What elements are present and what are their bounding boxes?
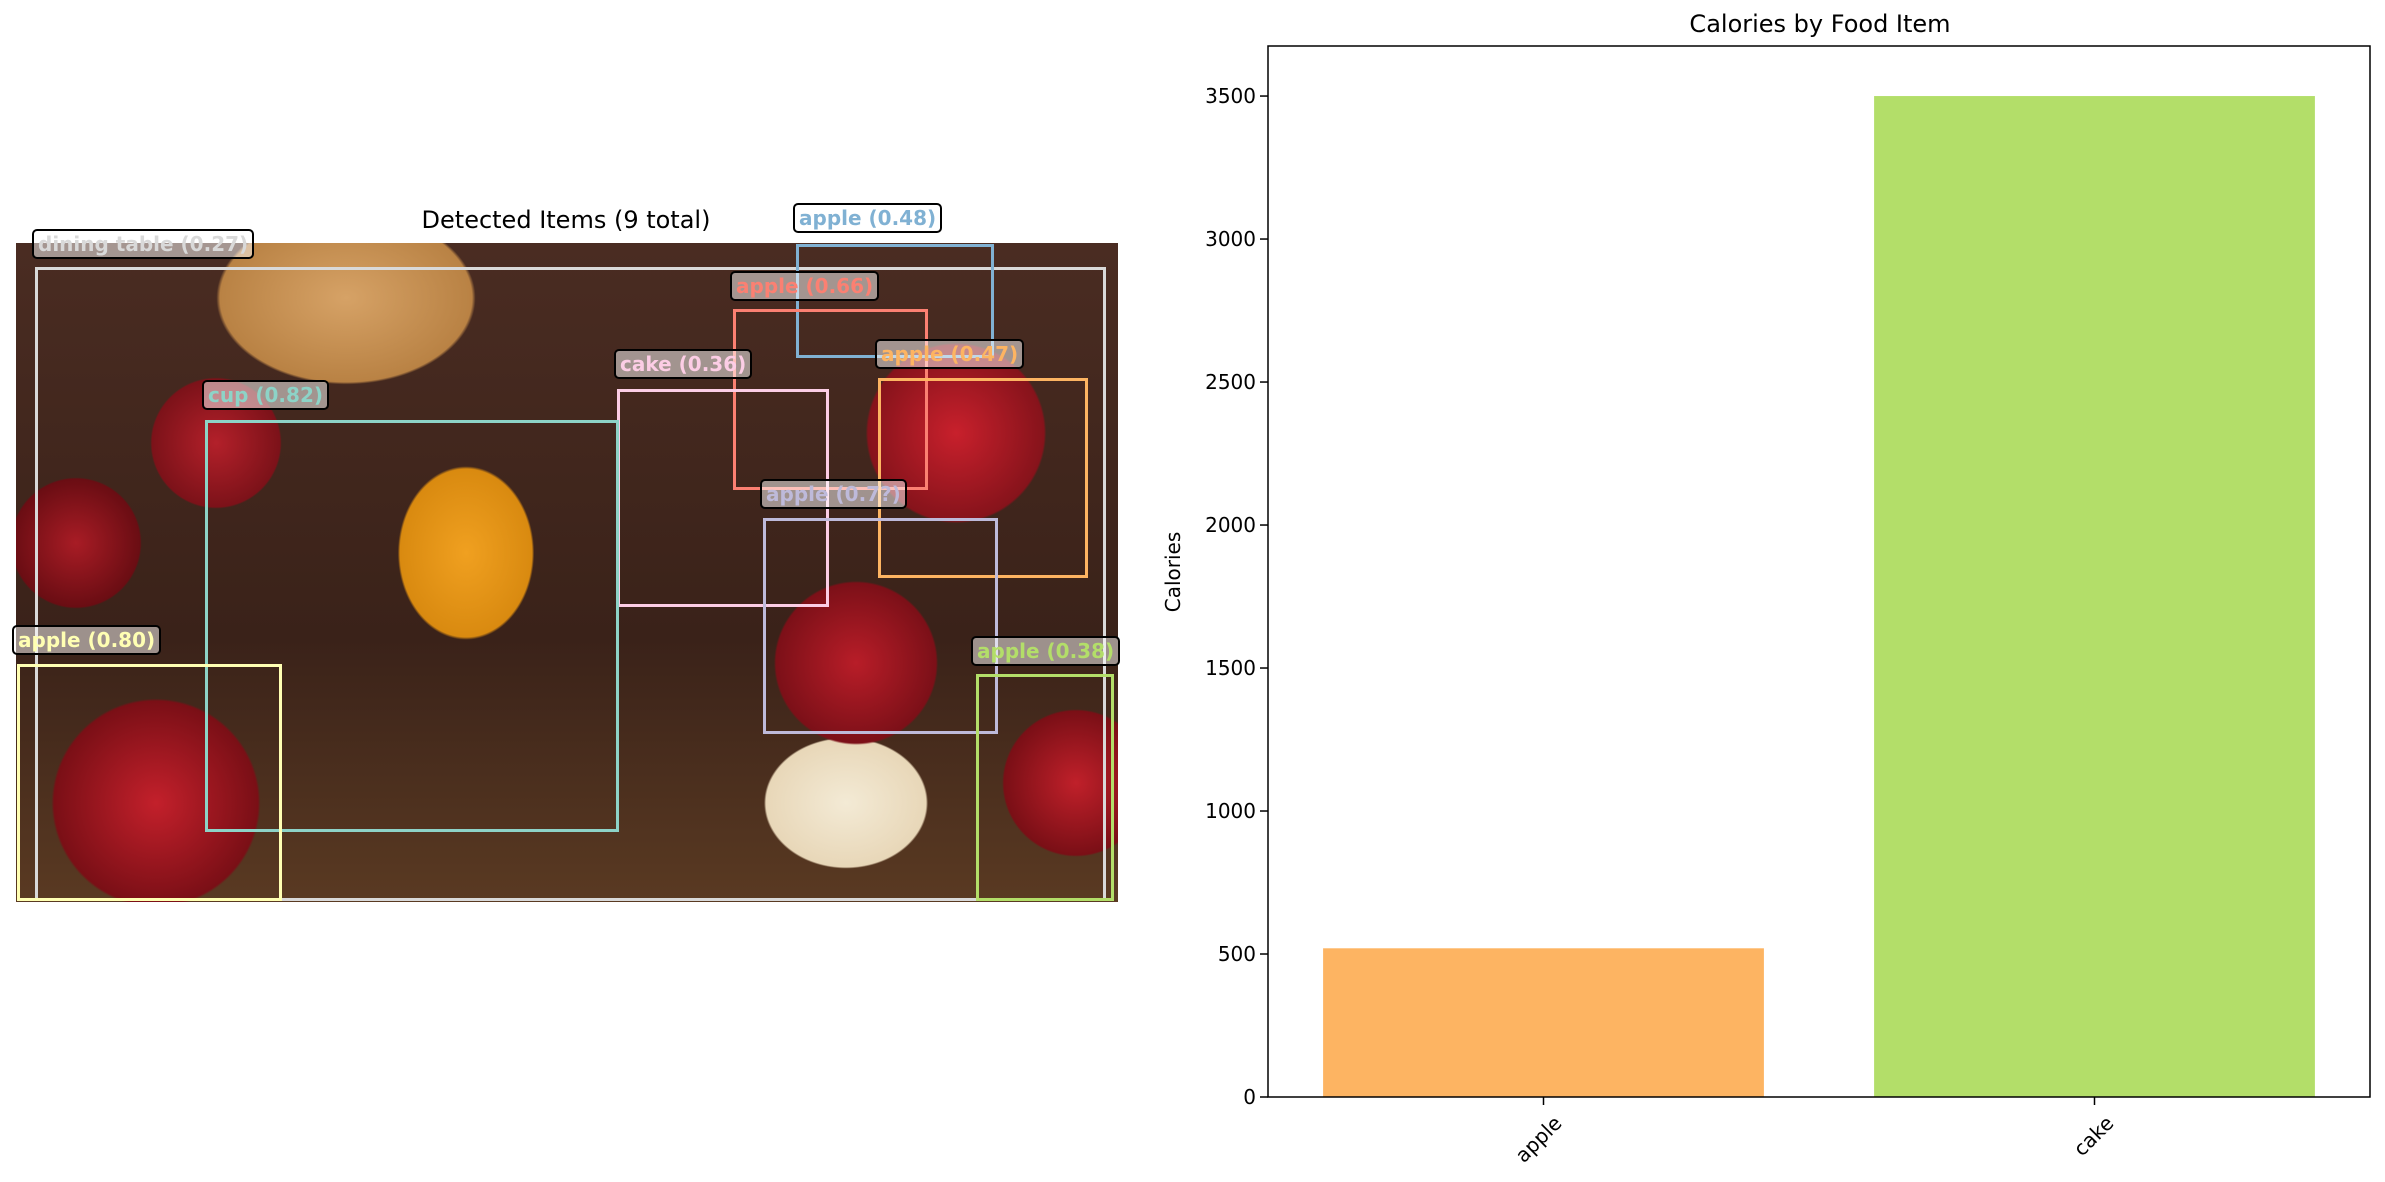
bar-cake [1874,96,2315,1098]
detection-label: apple (0.66) [730,271,880,301]
y-tick-label: 0 [1243,1085,1256,1109]
detection-label: dining table (0.27) [32,229,255,259]
y-tick-label: 2000 [1205,513,1256,538]
y-tick-label: 500 [1217,942,1256,966]
detection-box [205,420,619,832]
detection-box [878,378,1088,578]
detection-box [35,267,1106,901]
detection-box [17,664,282,901]
y-tick-label: 1000 [1205,799,1256,823]
detection-label: apple (0.7?) [760,479,907,509]
detection-box [976,674,1114,901]
plot-frame [1267,45,2371,1098]
detection-label: apple (0.38) [971,636,1121,666]
detection-label: apple (0.47) [875,339,1025,369]
chart-title: Calories by Food Item [1689,10,1951,38]
detection-label: apple (0.48) [793,203,943,233]
detection-label: cake (0.36) [614,349,753,379]
detection-box [763,518,998,734]
y-tick-label: 3500 [1205,84,1256,109]
y-axis-label: Calories [1161,531,1185,613]
bar-apple [1323,948,1764,1097]
detection-label: cup (0.82) [202,380,329,410]
detection-label: apple (0.80) [12,625,162,655]
y-tick-label: 2500 [1205,370,1256,395]
y-tick-label: 1500 [1205,656,1256,681]
y-tick-label: 3000 [1205,227,1256,252]
detections-title: Detected Items (9 total) [421,206,711,234]
